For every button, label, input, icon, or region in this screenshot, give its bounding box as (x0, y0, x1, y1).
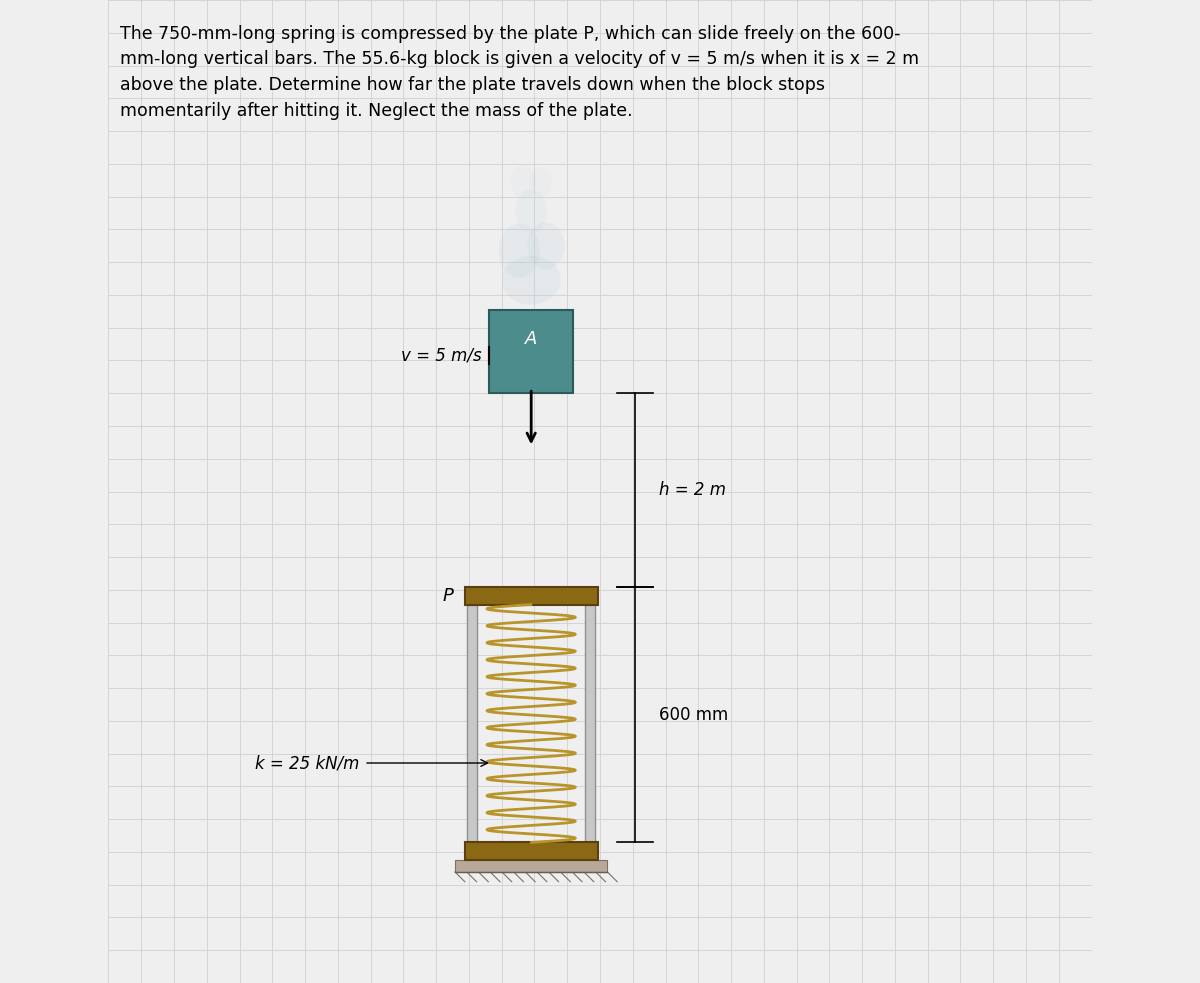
Bar (464, 587, 598, 605)
Text: The 750-mm-long spring is compressed by the plate P, which can slide freely on t: The 750-mm-long spring is compressed by … (120, 25, 919, 120)
Ellipse shape (530, 167, 552, 197)
Text: v = 5 m/s: v = 5 m/s (401, 347, 481, 365)
Text: P: P (442, 587, 454, 605)
Text: k = 25 kN/m: k = 25 kN/m (254, 754, 359, 772)
Ellipse shape (502, 256, 560, 305)
Ellipse shape (527, 222, 565, 269)
Ellipse shape (516, 190, 547, 234)
Bar (586, 605, 595, 842)
Bar (490, 310, 572, 393)
Ellipse shape (499, 224, 540, 278)
Ellipse shape (511, 165, 535, 199)
Text: A: A (526, 330, 538, 348)
Bar (464, 842, 598, 860)
Text: h = 2 m: h = 2 m (660, 481, 726, 499)
Text: 600 mm: 600 mm (660, 706, 728, 723)
Bar (455, 860, 607, 872)
Bar (467, 605, 478, 842)
